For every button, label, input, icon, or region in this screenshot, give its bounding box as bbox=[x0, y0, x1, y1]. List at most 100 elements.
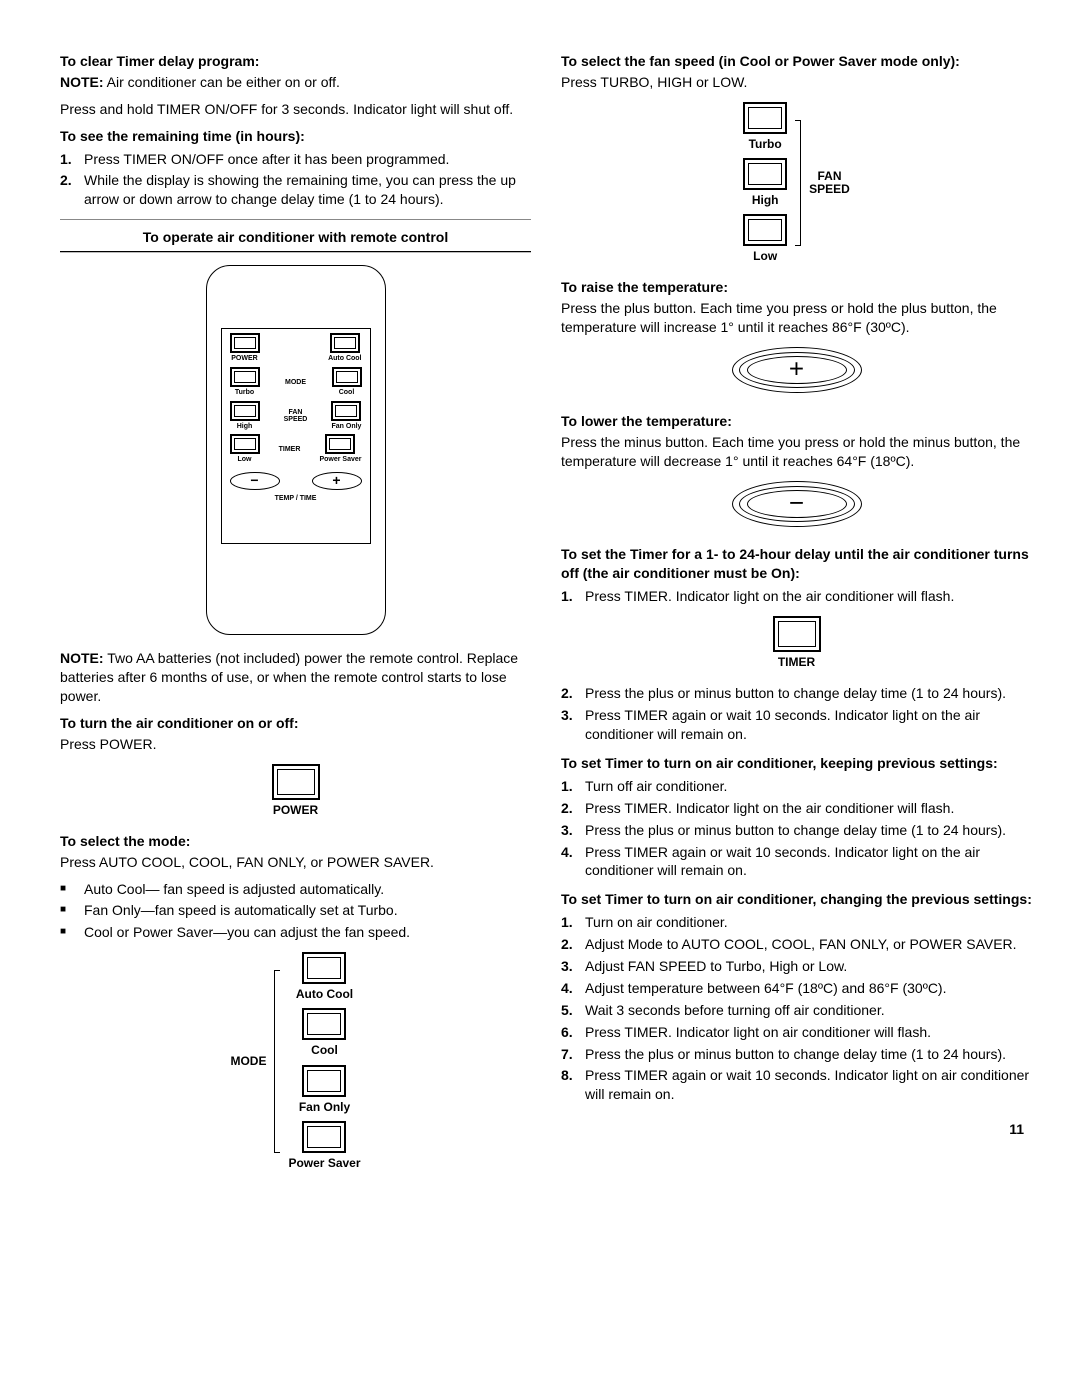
minus-button-graphic: − bbox=[732, 481, 862, 532]
list-text: Adjust temperature between 64°F (18ºC) a… bbox=[585, 979, 946, 998]
list-text: Press the plus or minus button to change… bbox=[585, 684, 1006, 703]
note-text: Two AA batteries (not included) power th… bbox=[60, 650, 518, 704]
button-icon bbox=[272, 764, 320, 800]
remaining-time-list: 1.Press TIMER ON/OFF once after it has b… bbox=[60, 150, 531, 210]
heading-timer-on-change: To set Timer to turn on air conditioner,… bbox=[561, 890, 1032, 909]
right-column: To select the fan speed (in Cool or Powe… bbox=[561, 48, 1032, 1185]
button-label: Auto Cool bbox=[288, 986, 360, 1002]
left-column: To clear Timer delay program: NOTE: Air … bbox=[60, 48, 531, 1185]
note-prefix: NOTE: bbox=[60, 650, 104, 666]
list-text: Press the plus or minus button to change… bbox=[585, 1045, 1006, 1064]
list-item: 1.Press TIMER ON/OFF once after it has b… bbox=[60, 150, 531, 169]
list-num: 3. bbox=[561, 706, 585, 744]
remote-oval-row: − + bbox=[222, 464, 370, 492]
plus-icon: + bbox=[789, 356, 804, 382]
button-icon bbox=[743, 102, 787, 134]
figure-remote: POWER Auto Cool Turbo MODE Cool High FAN… bbox=[60, 265, 531, 635]
remote-fanonly-button: Fan Only bbox=[331, 401, 361, 431]
list-num: 1. bbox=[561, 777, 585, 796]
bracket-icon bbox=[274, 970, 280, 1153]
list-item: 1.Turn off air conditioner. bbox=[561, 777, 1032, 796]
list-item: Auto Cool— fan speed is adjusted automat… bbox=[60, 880, 531, 899]
list-text: Press TIMER. Indicator light on the air … bbox=[585, 799, 954, 818]
list-text: Cool or Power Saver—you can adjust the f… bbox=[84, 923, 410, 942]
heading-timer-off: To set the Timer for a 1- to 24-hour del… bbox=[561, 545, 1032, 583]
label-text: SPEED bbox=[809, 182, 850, 196]
button-icon bbox=[330, 333, 360, 353]
button-icon bbox=[773, 616, 821, 652]
list-item: 2.Press the plus or minus button to chan… bbox=[561, 684, 1032, 703]
oval-icon: − bbox=[732, 481, 862, 527]
note-clear-timer: NOTE: Air conditioner can be either on o… bbox=[60, 73, 531, 92]
fan-stack: Turbo High Low FANSPEED bbox=[743, 102, 850, 265]
timer-off-list-b: 2.Press the plus or minus button to chan… bbox=[561, 684, 1032, 744]
list-item: 3.Adjust FAN SPEED to Turbo, High or Low… bbox=[561, 957, 1032, 976]
list-text: Press TIMER again or wait 10 seconds. In… bbox=[585, 843, 1032, 881]
label-text: SPEED bbox=[284, 416, 308, 423]
list-item: 2.Adjust Mode to AUTO COOL, COOL, FAN ON… bbox=[561, 935, 1032, 954]
button-icon bbox=[230, 367, 260, 387]
list-item: 4.Adjust temperature between 64°F (18ºC)… bbox=[561, 979, 1032, 998]
remote-temptime-label: TEMP / TIME bbox=[222, 494, 370, 503]
button-label: Low bbox=[238, 456, 252, 464]
button-label: Power Saver bbox=[319, 456, 361, 464]
list-num: 3. bbox=[561, 957, 585, 976]
heading-operate-remote: To operate air conditioner with remote c… bbox=[60, 228, 531, 247]
list-item: 3.Press TIMER again or wait 10 seconds. … bbox=[561, 706, 1032, 744]
power-button-graphic: POWER bbox=[272, 764, 320, 818]
button-icon bbox=[302, 1121, 346, 1153]
bracket-icon bbox=[795, 120, 801, 247]
mode-item: Fan Only bbox=[288, 1065, 360, 1115]
figure-mode-stack: MODE Auto Cool Cool Fan Only Power Saver bbox=[60, 952, 531, 1171]
figure-power-button: POWER bbox=[60, 764, 531, 818]
list-item: 8.Press TIMER again or wait 10 seconds. … bbox=[561, 1066, 1032, 1104]
list-text: Wait 3 seconds before turning off air co… bbox=[585, 1001, 885, 1020]
divider bbox=[60, 251, 531, 253]
list-item: 3.Press the plus or minus button to chan… bbox=[561, 821, 1032, 840]
heading-timer-on-keep: To set Timer to turn on air conditioner,… bbox=[561, 754, 1032, 773]
fan-item: Low bbox=[743, 214, 787, 264]
list-item: 4.Press TIMER again or wait 10 seconds. … bbox=[561, 843, 1032, 881]
fan-item: Turbo bbox=[743, 102, 787, 152]
figure-minus-oval: − bbox=[561, 481, 1032, 532]
button-label: Fan Only bbox=[332, 423, 362, 431]
list-num: 2. bbox=[60, 171, 84, 209]
remote-timer-label: TIMER bbox=[279, 446, 301, 454]
list-text: Press the plus or minus button to change… bbox=[585, 821, 1006, 840]
note-text: Air conditioner can be either on or off. bbox=[104, 74, 340, 90]
lower-temp-body: Press the minus button. Each time you pr… bbox=[561, 433, 1032, 471]
list-item: 7.Press the plus or minus button to chan… bbox=[561, 1045, 1032, 1064]
remote-outline: POWER Auto Cool Turbo MODE Cool High FAN… bbox=[206, 265, 386, 635]
remote-autocool-button: Auto Cool bbox=[328, 333, 361, 363]
list-item: 5.Wait 3 seconds before turning off air … bbox=[561, 1001, 1032, 1020]
list-text: Press TIMER. Indicator light on air cond… bbox=[585, 1023, 931, 1042]
mode-bullets: Auto Cool— fan speed is adjusted automat… bbox=[60, 880, 531, 943]
button-icon bbox=[325, 434, 355, 454]
remote-minus-button: − bbox=[230, 472, 280, 490]
clear-timer-body: Press and hold TIMER ON/OFF for 3 second… bbox=[60, 100, 531, 119]
heading-fan-speed: To select the fan speed (in Cool or Powe… bbox=[561, 52, 1032, 71]
button-icon bbox=[302, 952, 346, 984]
remote-plus-button: + bbox=[312, 472, 362, 490]
mode-stack: MODE Auto Cool Cool Fan Only Power Saver bbox=[230, 952, 360, 1171]
list-item: 2.While the display is showing the remai… bbox=[60, 171, 531, 209]
heading-select-mode: To select the mode: bbox=[60, 832, 531, 851]
timer-on-change-list: 1.Turn on air conditioner. 2.Adjust Mode… bbox=[561, 913, 1032, 1104]
timer-on-keep-list: 1.Turn off air conditioner. 2.Press TIME… bbox=[561, 777, 1032, 880]
note-prefix: NOTE: bbox=[60, 74, 104, 90]
button-label: Turbo bbox=[743, 136, 787, 152]
button-label: High bbox=[743, 192, 787, 208]
list-num: 2. bbox=[561, 935, 585, 954]
timer-button-graphic: TIMER bbox=[773, 616, 821, 670]
remote-power-button: POWER bbox=[230, 333, 260, 363]
label-text: FAN bbox=[818, 169, 842, 183]
remote-powersaver-button: Power Saver bbox=[319, 434, 361, 464]
button-icon bbox=[302, 1065, 346, 1097]
button-label: Power Saver bbox=[288, 1155, 360, 1171]
button-label: Low bbox=[743, 248, 787, 264]
mode-items: Auto Cool Cool Fan Only Power Saver bbox=[288, 952, 360, 1171]
list-text: Adjust Mode to AUTO COOL, COOL, FAN ONLY… bbox=[585, 935, 1017, 954]
heading-clear-timer: To clear Timer delay program: bbox=[60, 52, 531, 71]
list-item: Cool or Power Saver—you can adjust the f… bbox=[60, 923, 531, 942]
list-num: 4. bbox=[561, 979, 585, 998]
